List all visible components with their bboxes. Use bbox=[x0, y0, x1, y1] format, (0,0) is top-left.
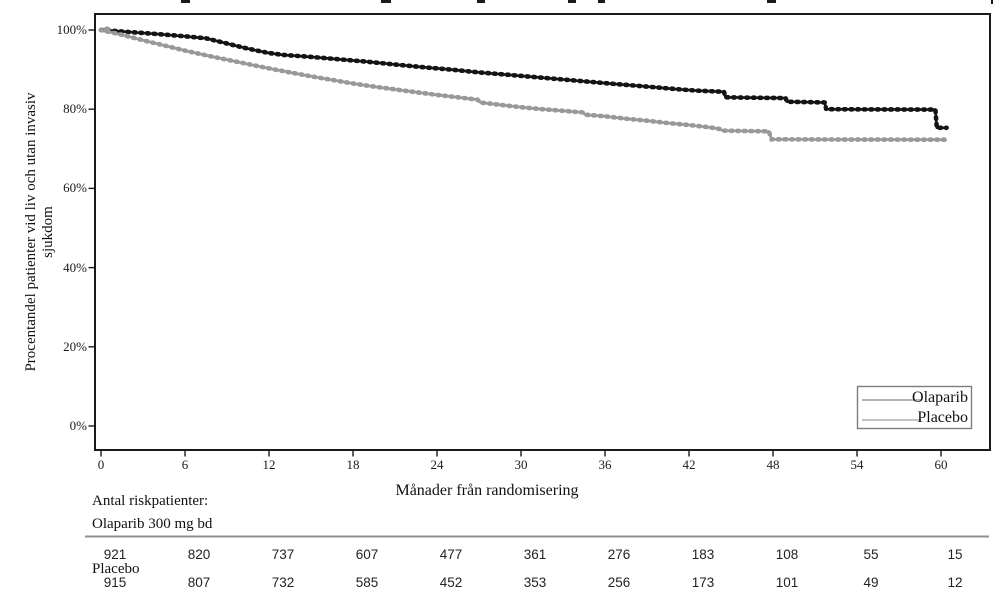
risk-count-olaparib-m42: 183 bbox=[691, 547, 715, 562]
risk-count-placebo-m12: 732 bbox=[271, 575, 295, 590]
risk-count-placebo-m30: 353 bbox=[523, 575, 547, 590]
risk-count-olaparib-m36: 276 bbox=[607, 547, 631, 562]
clipped-title-fragment bbox=[598, 0, 605, 3]
risk-count-olaparib-m12: 737 bbox=[271, 547, 295, 562]
legend-box bbox=[856, 385, 973, 430]
y-tick-label-40: 40% bbox=[63, 259, 87, 275]
risk-count-placebo-m0: 915 bbox=[103, 575, 127, 590]
y-axis-label-line1: Procentandel patienter vid liv och utan … bbox=[23, 92, 39, 372]
clipped-title-fragment bbox=[568, 0, 576, 3]
x-tick-label-30: 30 bbox=[514, 457, 528, 472]
risk-count-placebo-m60: 12 bbox=[947, 575, 963, 590]
x-tick-label-60: 60 bbox=[934, 457, 948, 472]
clipped-title-fragment bbox=[767, 0, 776, 3]
curve-markers-placebo bbox=[98, 27, 948, 142]
risk-count-olaparib-m54: 55 bbox=[863, 547, 879, 562]
x-tick-label-54: 54 bbox=[850, 457, 864, 472]
x-tick-label-36: 36 bbox=[598, 457, 612, 472]
risk-count-placebo-m24: 452 bbox=[439, 575, 463, 590]
risk-count-placebo-m18: 585 bbox=[355, 575, 379, 590]
x-tick-label-42: 42 bbox=[682, 457, 696, 472]
risk-table-caption: Antal riskpatienter: bbox=[92, 493, 209, 509]
x-tick-label-18: 18 bbox=[346, 457, 360, 472]
risk-group-label-olaparib: Olaparib 300 mg bd bbox=[92, 516, 213, 532]
clipped-title-fragment bbox=[381, 0, 391, 3]
risk-count-olaparib-m24: 477 bbox=[439, 547, 463, 562]
y-tick-label-100: 100% bbox=[56, 22, 87, 37]
clipped-title-fragment bbox=[181, 0, 190, 3]
x-axis-label: Månader från randomisering bbox=[395, 482, 579, 499]
risk-group-label-placebo: Placebo bbox=[92, 561, 140, 577]
risk-count-olaparib-m0: 921 bbox=[103, 547, 127, 562]
clipped-title-fragment bbox=[477, 0, 485, 3]
y-tick-label-20: 20% bbox=[63, 338, 87, 354]
curve-markers-olaparib bbox=[98, 27, 949, 131]
risk-count-placebo-m48: 101 bbox=[775, 575, 799, 590]
x-tick-label-48: 48 bbox=[766, 457, 780, 472]
y-axis-ticks bbox=[88, 29, 95, 427]
risk-count-placebo-m42: 173 bbox=[691, 575, 715, 590]
risk-count-olaparib-m18: 607 bbox=[355, 547, 379, 562]
risk-count-olaparib-m6: 820 bbox=[187, 547, 211, 562]
risk-count-placebo-m54: 49 bbox=[863, 575, 879, 590]
risk-count-olaparib-m60: 15 bbox=[947, 547, 963, 562]
y-tick-label-0: 0% bbox=[69, 418, 87, 433]
legend-label-olaparib: Olaparib bbox=[912, 389, 968, 406]
x-tick-label-24: 24 bbox=[430, 457, 444, 472]
x-tick-label-0: 0 bbox=[97, 457, 105, 472]
legend-label-placebo: Placebo bbox=[917, 409, 968, 426]
x-axis-ticks bbox=[100, 450, 942, 457]
survival-curves bbox=[98, 26, 949, 142]
risk-count-olaparib-m48: 108 bbox=[775, 547, 799, 562]
curve-start-marker-placebo bbox=[103, 26, 111, 34]
y-tick-label-80: 80% bbox=[63, 101, 87, 117]
x-tick-label-6: 6 bbox=[181, 457, 189, 472]
x-tick-label-12: 12 bbox=[262, 457, 276, 472]
risk-count-placebo-m6: 807 bbox=[187, 575, 211, 590]
risk-count-placebo-m36: 256 bbox=[607, 575, 631, 590]
clipped-title-fragment bbox=[991, 0, 993, 4]
plot-frame bbox=[94, 13, 991, 451]
curve-placebo bbox=[99, 28, 947, 141]
y-tick-label-60: 60% bbox=[63, 180, 87, 196]
risk-count-olaparib-m30: 361 bbox=[523, 547, 547, 562]
